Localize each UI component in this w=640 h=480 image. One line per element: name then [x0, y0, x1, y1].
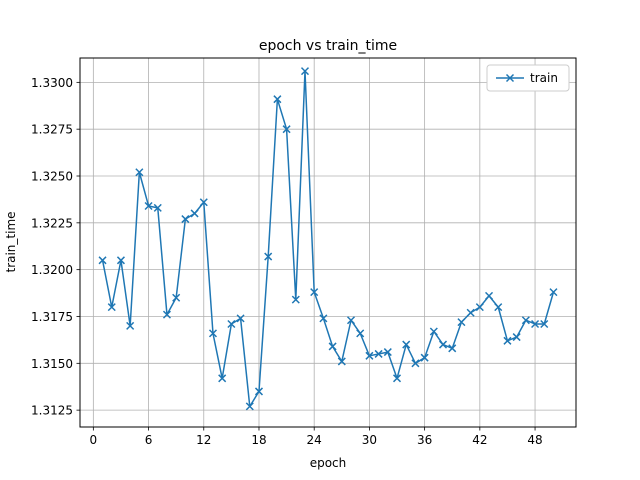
- y-tick-label: 1.3275: [31, 123, 73, 137]
- data-point: [365, 351, 374, 360]
- legend: train: [486, 64, 570, 92]
- data-point: [300, 67, 310, 76]
- data-point: [199, 198, 208, 207]
- x-tick-label: 24: [307, 433, 322, 447]
- data-point: [411, 359, 420, 368]
- data-point: [264, 252, 273, 261]
- data-point: [291, 295, 300, 304]
- legend-marker-x-icon: [505, 73, 515, 83]
- data-point: [549, 288, 558, 297]
- legend-box: [486, 64, 570, 92]
- data-point: [475, 303, 484, 312]
- data-point: [282, 125, 291, 134]
- data-point: [181, 215, 190, 224]
- data-point: [503, 336, 512, 345]
- data-point: [190, 209, 199, 218]
- data-point: [98, 256, 107, 265]
- data-point: [162, 310, 171, 319]
- data-point: [172, 293, 181, 302]
- data-point: [218, 374, 227, 383]
- x-tick-label: 48: [527, 433, 542, 447]
- x-tick-label: 0: [90, 433, 98, 447]
- data-point: [392, 374, 402, 383]
- data-point: [310, 288, 319, 297]
- data-point: [485, 291, 494, 300]
- data-point: [144, 201, 153, 211]
- x-tick-label: 12: [196, 433, 211, 447]
- data-point: [402, 340, 411, 349]
- data-point: [135, 168, 144, 177]
- data-point: [236, 314, 245, 323]
- x-tick-label: 6: [145, 433, 153, 447]
- data-point: [512, 333, 521, 342]
- y-axis-label: train_time: [4, 211, 18, 272]
- x-tick-label: 36: [417, 433, 432, 447]
- data-point: [531, 319, 540, 329]
- data-point: [116, 256, 125, 265]
- y-tick-label: 1.3125: [31, 404, 73, 418]
- data-point: [107, 303, 116, 312]
- data-point: [457, 318, 466, 327]
- data-point: [466, 308, 475, 317]
- data-point: [383, 348, 392, 357]
- data-point: [319, 314, 328, 323]
- data-point: [254, 387, 264, 396]
- data-point: [494, 303, 503, 312]
- x-tick-label: 30: [362, 433, 377, 447]
- data-point: [540, 319, 549, 329]
- series-layer: [98, 67, 558, 411]
- data-point: [356, 329, 365, 338]
- data-point: [438, 340, 448, 349]
- x-axis-label: epoch: [310, 456, 347, 470]
- data-point: [346, 316, 356, 325]
- data-point: [126, 321, 135, 330]
- data-point: [521, 316, 530, 325]
- plot-area-frame: [79, 57, 577, 428]
- x-tick-label: 42: [472, 433, 487, 447]
- y-axis-ticks: 1.3125 1.3150 1.3175 1.3200 1.3225 1.3250 1.32…: [31, 76, 80, 418]
- y-tick-label: 1.3300: [31, 76, 73, 90]
- series-line-train: [101, 70, 555, 408]
- y-tick-label: 1.3225: [31, 216, 73, 230]
- data-point: [337, 357, 346, 366]
- data-point: [420, 353, 429, 362]
- x-tick-label: 18: [251, 433, 266, 447]
- data-point: [374, 349, 383, 358]
- x-axis-ticks: 0 6 12 18 24 30 36 42 48: [90, 427, 543, 447]
- data-point: [448, 344, 457, 353]
- data-point: [273, 95, 282, 104]
- grid-lines: [80, 58, 576, 427]
- data-point: [208, 329, 218, 338]
- y-tick-label: 1.3175: [31, 310, 73, 324]
- y-tick-label: 1.3250: [31, 170, 73, 184]
- y-tick-label: 1.3150: [31, 357, 73, 371]
- chart-title: epoch vs train_time: [259, 38, 397, 54]
- data-point: [227, 319, 236, 329]
- data-point: [153, 203, 162, 212]
- legend-label-train: train: [530, 71, 558, 85]
- y-tick-label: 1.3200: [31, 263, 73, 277]
- data-point: [328, 342, 337, 351]
- data-point: [245, 402, 254, 411]
- data-point: [429, 327, 438, 336]
